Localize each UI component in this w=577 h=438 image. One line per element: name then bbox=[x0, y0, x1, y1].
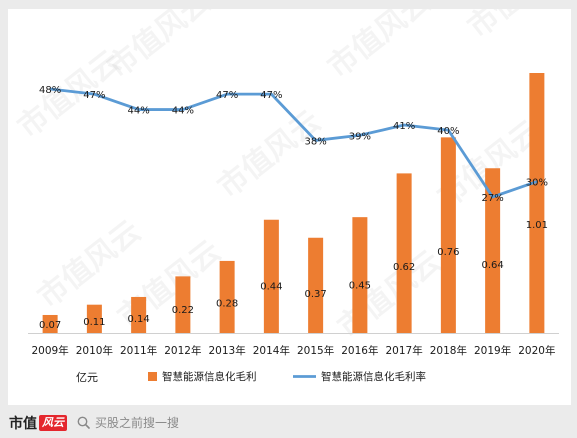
bar-data-label: 0.11 bbox=[83, 317, 105, 328]
bar bbox=[263, 219, 279, 333]
watermark-text: 市值风云 bbox=[11, 44, 127, 145]
line-data-label: 47% bbox=[83, 90, 105, 101]
bar bbox=[396, 173, 412, 333]
bar-data-label: 0.07 bbox=[39, 320, 61, 331]
bar bbox=[308, 237, 324, 333]
x-tick-label: 2014年 bbox=[253, 344, 290, 357]
bar-series: 0.07 0.11 0.14 0.22 0.28 0.44 0.37 0.45 0.62 0.76… bbox=[39, 73, 548, 333]
bar-data-label: 0.37 bbox=[304, 289, 326, 300]
chart: 市值风云市值风云市值风云市值风云市值风云市值风云市值风云市值风云市值风云 0.0… bbox=[11, 9, 571, 384]
line-series: 48% 47% 44% 44% 47% 47% 38% 39% 41% 40% 27% 30% bbox=[39, 85, 548, 204]
bar bbox=[529, 73, 545, 333]
line-data-label: 41% bbox=[393, 121, 415, 132]
bar-data-label: 0.14 bbox=[127, 314, 149, 325]
line-data-label: 44% bbox=[172, 106, 194, 117]
x-tick-label: 2017年 bbox=[386, 344, 423, 357]
bar bbox=[352, 217, 368, 333]
bar bbox=[219, 260, 235, 333]
bar-data-label: 0.45 bbox=[349, 280, 371, 291]
legend-swatch-bar bbox=[148, 372, 157, 381]
line-data-label: 38% bbox=[305, 136, 327, 147]
x-tick-label: 2020年 bbox=[518, 344, 555, 357]
line-data-label: 27% bbox=[482, 193, 504, 204]
brand-badge: 风云 bbox=[39, 415, 67, 431]
watermark-text: 市值风云 bbox=[331, 244, 447, 345]
line-path bbox=[49, 87, 538, 199]
line-data-label: 30% bbox=[526, 178, 548, 189]
brand-name: 市值 bbox=[9, 416, 37, 432]
bar bbox=[86, 304, 102, 333]
bar-data-label: 0.62 bbox=[393, 262, 415, 273]
bar-data-label: 0.28 bbox=[216, 299, 238, 310]
bar-data-label: 1.01 bbox=[526, 220, 548, 231]
watermark-text: 市值风云 bbox=[211, 104, 327, 205]
bar-data-label: 0.44 bbox=[260, 281, 282, 292]
bar-data-label: 0.22 bbox=[172, 305, 194, 316]
bar-data-label: 0.64 bbox=[481, 260, 503, 271]
bar-data-label: 0.76 bbox=[437, 247, 459, 258]
bar bbox=[131, 296, 147, 333]
x-tick-label: 2015年 bbox=[297, 344, 334, 357]
search-input[interactable]: 买股之前搜一搜 bbox=[95, 415, 180, 430]
x-tick-label: 2018年 bbox=[430, 344, 467, 357]
line-data-label: 47% bbox=[260, 90, 282, 101]
legend-label-bar: 智慧能源信息化毛利 bbox=[162, 370, 257, 383]
search-icon bbox=[77, 416, 90, 429]
brand-logo[interactable]: 市值 风云 bbox=[9, 412, 67, 434]
watermark-text: 市值风云 bbox=[461, 9, 571, 45]
bar bbox=[440, 137, 456, 333]
line-data-label: 39% bbox=[349, 131, 371, 142]
x-tick-label: 2016年 bbox=[341, 344, 378, 357]
x-tick-label: 2011年 bbox=[120, 344, 157, 357]
x-axis-tick-labels: 2009年 2010年 2011年 2012年 2013年 2014年 2015年 2016年… bbox=[32, 344, 556, 384]
legend-label-line: 智慧能源信息化毛利率 bbox=[321, 370, 426, 383]
x-tick-label: 2010年 bbox=[76, 344, 113, 357]
footer-bar: 市值 风云 买股之前搜一搜 bbox=[0, 405, 577, 438]
watermark-text: 市值风云 bbox=[321, 9, 437, 85]
x-tick-label: 2013年 bbox=[209, 344, 246, 357]
line-data-label: 44% bbox=[128, 106, 150, 117]
y-axis-unit-label: 亿元 bbox=[76, 371, 98, 384]
search-box[interactable]: 买股之前搜一搜 bbox=[77, 410, 179, 434]
chart-card: 市值风云市值风云市值风云市值风云市值风云市值风云市值风云市值风云市值风云 0.0… bbox=[8, 9, 571, 405]
bar bbox=[485, 168, 501, 333]
bar bbox=[42, 314, 58, 333]
x-tick-label: 2019年 bbox=[474, 344, 511, 357]
legend: 智慧能源信息化毛利 智慧能源信息化毛利率 bbox=[148, 370, 426, 383]
line-data-label: 47% bbox=[216, 90, 238, 101]
x-tick-label: 2012年 bbox=[164, 344, 201, 357]
x-tick-label: 2009年 bbox=[32, 344, 69, 357]
line-data-label: 48% bbox=[39, 85, 61, 96]
bar bbox=[175, 276, 191, 333]
line-data-label: 40% bbox=[437, 126, 459, 137]
